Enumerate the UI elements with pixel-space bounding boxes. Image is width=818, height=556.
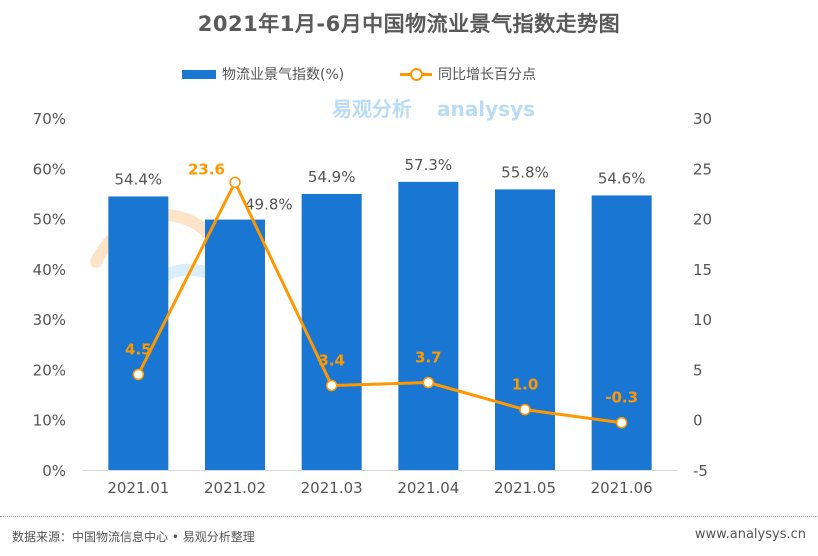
bar-data-label: 54.6% — [598, 169, 646, 187]
left-axis-tick-label: 0% — [42, 462, 66, 480]
watermark-text-en: analysys — [437, 97, 535, 121]
left-axis-tick-label: 50% — [33, 211, 66, 229]
left-axis-tick-label: 20% — [33, 361, 66, 379]
legend-label-line: 同比增长百分点 — [438, 67, 536, 83]
bar-data-labels: 54.4% 49.8% 54.9% 57.3% 55.8% 54.6% — [115, 156, 646, 214]
left-axis-tick-label: 10% — [33, 412, 66, 430]
line-point-2021.02 — [229, 176, 241, 189]
line-data-label: 4.5 — [125, 340, 152, 358]
legend-line-marker-icon — [400, 67, 432, 81]
right-axis-tick-label: 30 — [693, 110, 712, 128]
watermark-text-cn: 易观分析 — [332, 97, 412, 121]
right-axis: -5 0 5 10 15 20 25 30 — [693, 110, 712, 480]
footer-url[interactable]: www.analysys.cn — [694, 527, 806, 542]
line-point-2021.03 — [325, 379, 338, 392]
line-data-label: 3.4 — [318, 352, 345, 370]
right-axis-tick-label: 25 — [693, 160, 712, 178]
bar-data-label: 49.8% — [245, 196, 293, 214]
bar-2021.06 — [591, 195, 652, 470]
line-point-2021.06 — [615, 416, 628, 429]
line-series — [132, 176, 628, 429]
right-axis-tick-label: 10 — [693, 311, 712, 329]
legend-item-bar[interactable]: 物流业景气指数(%) — [182, 62, 344, 86]
legend-item-line[interactable]: 同比增长百分点 — [400, 62, 536, 86]
right-axis-tick-label: -5 — [693, 462, 708, 480]
x-axis-tick-label: 2021.06 — [591, 479, 653, 497]
right-axis-tick-label: 0 — [693, 412, 703, 430]
chart-legend: 物流业景气指数(%) 同比增长百分点 — [0, 62, 818, 86]
bar-data-label: 57.3% — [405, 156, 453, 174]
legend-label-bar: 物流业景气指数(%) — [222, 67, 345, 83]
line-point-2021.01 — [132, 368, 145, 381]
bar-series — [108, 181, 652, 471]
x-axis-tick-label: 2021.02 — [204, 479, 266, 497]
x-axis-tick-label: 2021.03 — [301, 479, 363, 497]
left-axis-tick-label: 40% — [33, 261, 66, 279]
line-path — [136, 180, 622, 425]
line-point-2021.04 — [422, 376, 435, 389]
chart-canvas: analysys 易观分析 0% 10% 20% 30% 40% 50% 60% 70% -5… — [33, 97, 712, 497]
bar-data-label: 55.8% — [501, 163, 549, 181]
bar-data-label: 54.9% — [308, 168, 356, 186]
line-data-label: 1.0 — [512, 376, 539, 394]
bar-2021.02 — [205, 219, 265, 470]
x-axis-tick-label: 2021.01 — [107, 479, 169, 497]
legend-bar-swatch-icon — [182, 69, 216, 79]
x-axis-tick-label: 2021.04 — [397, 479, 459, 497]
x-axis-tick-label: 2021.05 — [494, 479, 556, 497]
line-data-labels: 4.5 23.6 3.4 3.7 1.0 -0.3 — [125, 160, 638, 406]
bar-data-label: 54.4% — [115, 170, 163, 188]
line-data-label: -0.3 — [605, 389, 638, 407]
line-point-2021.05 — [519, 403, 531, 416]
x-axis: 2021.01 2021.02 2021.03 2021.04 2021.05 2021.… — [107, 479, 652, 497]
footer-source: 数据来源：中国物流信息中心 • 易观分析整理 — [12, 530, 255, 544]
left-axis-tick-label: 70% — [33, 110, 66, 128]
left-axis-tick-label: 60% — [33, 160, 66, 178]
line-data-label: 3.7 — [415, 349, 442, 367]
left-axis-tick-label: 30% — [33, 311, 66, 329]
left-axis: 0% 10% 20% 30% 40% 50% 60% 70% — [33, 110, 66, 480]
bar-2021.04 — [398, 181, 459, 470]
bar-2021.05 — [495, 189, 555, 471]
bar-2021.03 — [301, 193, 362, 470]
right-axis-tick-label: 5 — [693, 361, 703, 379]
footer-divider — [0, 516, 818, 517]
right-axis-tick-label: 20 — [693, 211, 712, 229]
line-data-label: 23.6 — [188, 160, 225, 178]
chart-title: 2021年1月-6月中国物流业景气指数走势图 — [197, 12, 621, 36]
right-axis-tick-label: 15 — [693, 261, 712, 279]
